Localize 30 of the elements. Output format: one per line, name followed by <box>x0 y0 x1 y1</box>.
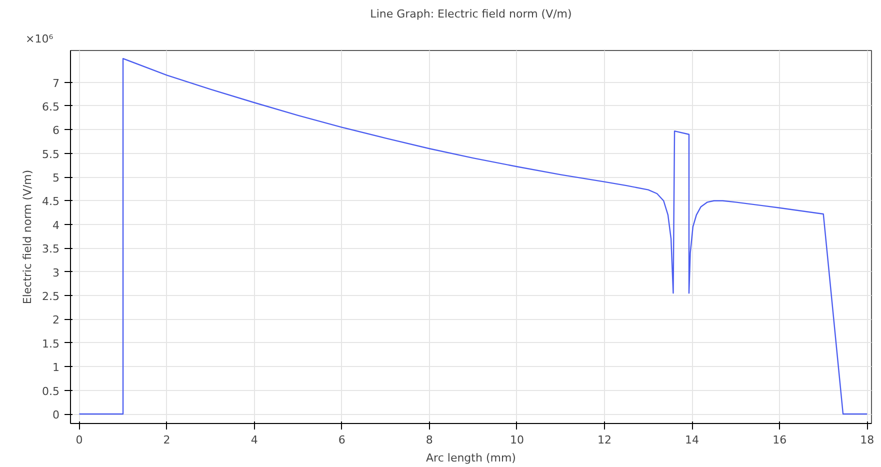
x-tick-label: 14 <box>685 434 700 446</box>
x-tick-label: 4 <box>250 434 258 446</box>
y-tick-label: 1 <box>52 361 60 374</box>
y-tick-label: 3 <box>52 266 60 280</box>
x-tick-label: 10 <box>510 434 524 446</box>
y-tick-label: 6.5 <box>42 100 60 114</box>
x-tick-label: 12 <box>598 434 612 446</box>
chart-title: Line Graph: Electric field norm (V/m) <box>370 8 572 20</box>
x-axis-title: Arc length (mm) <box>426 452 516 464</box>
x-tick-label: 18 <box>860 434 874 446</box>
x-tick-label: 0 <box>76 434 83 446</box>
text: ×10⁶ <box>26 32 54 46</box>
y-tick-label: 6 <box>52 124 60 138</box>
x-tick-label: 6 <box>338 434 346 446</box>
line-series <box>78 58 868 415</box>
y-tick-label: 4 <box>52 218 60 232</box>
y-axis-title: Electric field norm (V/m) <box>21 170 34 304</box>
y-tick-label: 0 <box>52 408 60 422</box>
y-tick-label: 3.5 <box>42 242 60 256</box>
y-tick-label: 2 <box>52 314 60 327</box>
y-tick-label: 5 <box>52 172 60 185</box>
x-tick-label: 8 <box>426 434 433 446</box>
x-tick-label: 16 <box>772 434 787 446</box>
x-tick-label: 2 <box>163 434 170 446</box>
y-tick-label: 7 <box>52 76 60 90</box>
y-tick-label: 2.5 <box>42 290 60 304</box>
y-tick-label: 0.5 <box>42 384 60 398</box>
y-tick-label: 5.5 <box>42 148 60 161</box>
y-tick-label: 1.5 <box>42 337 60 350</box>
y-tick-label: 4.5 <box>42 195 60 208</box>
